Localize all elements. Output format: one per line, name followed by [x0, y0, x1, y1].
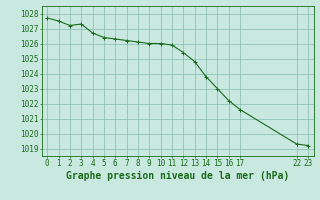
X-axis label: Graphe pression niveau de la mer (hPa): Graphe pression niveau de la mer (hPa): [66, 171, 289, 181]
